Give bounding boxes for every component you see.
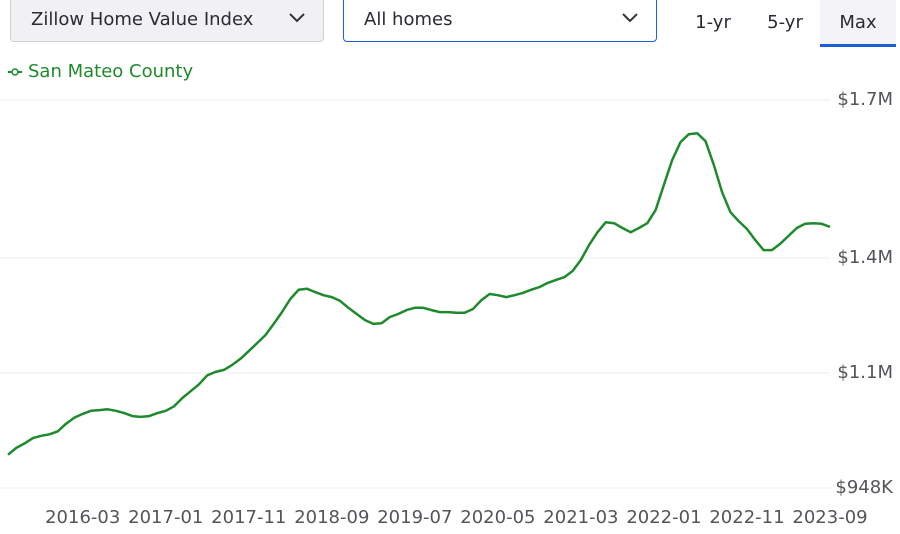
x-tick-label: 2022-01 xyxy=(626,507,701,528)
legend-label: San Mateo County xyxy=(28,61,193,82)
home-type-select-text: All homes xyxy=(364,8,453,30)
chevron xyxy=(622,13,638,23)
x-tick-label: 2021-03 xyxy=(543,507,618,528)
x-tick-label: 2022-11 xyxy=(709,507,784,528)
legend-item: San Mateo County xyxy=(8,61,193,82)
range-tab[interactable]: 5-yr xyxy=(767,11,803,33)
x-tick-label: 2017-11 xyxy=(211,507,286,528)
x-tick-label: 2016-03 xyxy=(45,507,120,528)
home-type-select[interactable]: All homes xyxy=(343,0,657,42)
chevron xyxy=(289,13,305,23)
range-tab-active[interactable]: Max xyxy=(820,0,896,47)
y-tick-label: $1.7M xyxy=(837,89,893,110)
y-tick-label: $948K xyxy=(835,477,894,498)
index-select-text: Zillow Home Value Index xyxy=(31,8,254,30)
x-tick-label: 2018-09 xyxy=(294,507,369,528)
range-tab[interactable]: 1-yr xyxy=(695,11,731,33)
x-tick-label: 2017-01 xyxy=(128,507,203,528)
index-select[interactable]: Zillow Home Value Index xyxy=(10,0,324,42)
y-tick-label: $1.4M xyxy=(837,247,893,268)
x-tick-label: 2023-09 xyxy=(792,507,867,528)
y-tick-label: $1.1M xyxy=(837,362,893,383)
legend-swatch-dot xyxy=(11,68,19,76)
series-line xyxy=(7,131,831,456)
x-tick-label: 2020-05 xyxy=(460,507,535,528)
x-tick-label: 2019-07 xyxy=(377,507,452,528)
